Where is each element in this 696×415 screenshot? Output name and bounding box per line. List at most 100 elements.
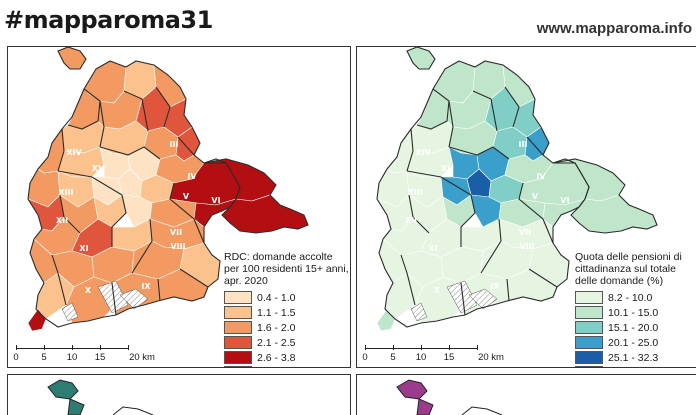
scale-tick (44, 345, 45, 350)
legend-label: municipi (608, 367, 647, 368)
municipio-boundary (177, 136, 195, 156)
map-pensioni: XIV XV III IV V VI XIII XII XI VII VIII IX X (376, 47, 658, 332)
municipio-boundary (111, 194, 127, 247)
legend-row: 1.1 - 1.5 (224, 305, 350, 320)
municipio-boundary (406, 128, 414, 172)
municipio-boundary (157, 278, 161, 302)
legend-swatch (575, 321, 603, 334)
municipio-label: III (519, 140, 528, 149)
non-residential-zone (97, 280, 129, 314)
legend-swatch (224, 321, 252, 334)
municipio-boundary (460, 194, 476, 247)
municipio-boundary (67, 88, 101, 130)
municipio-label: XIII (407, 188, 422, 197)
municipio-label: VIII (170, 242, 185, 251)
scale-tick (128, 345, 129, 350)
municipio-boundary (59, 194, 81, 234)
municipio-boundary (472, 90, 498, 132)
legend-row: 25.1 - 32.3 (575, 350, 696, 365)
city-boundary (552, 158, 658, 234)
municipio-boundary (528, 268, 558, 288)
municipio-boundary (406, 170, 472, 196)
legend-title-rdc: RDC: domande accolte per 100 residenti 1… (224, 251, 350, 287)
legend-label: 0.4 - 1.0 (257, 291, 296, 304)
legend-swatch (575, 366, 603, 367)
legend-label: 1.6 - 2.0 (257, 321, 296, 334)
legend-row: 15.1 - 20.0 (575, 320, 696, 335)
municipi-labels-rdc: XIV XV III IV V VI XIII XII XI VII VIII IX X (56, 140, 221, 295)
legend-swatch (224, 366, 252, 367)
zones-rdc (27, 47, 309, 332)
municipio-label: X (85, 286, 92, 295)
legend-title-pensioni: Quota delle pensioni di cittadinanza sul… (575, 251, 696, 287)
map-panel-rdc: XIV XV III IV V VI XIII XII XI VII VIII IX X RDC: do… (7, 46, 351, 368)
legend-swatch (224, 291, 252, 304)
legend-label: 1.1 - 1.5 (257, 306, 296, 319)
legend-swatch (575, 336, 603, 349)
municipi-labels-pensioni: XIV XV III IV V VI XIII XII XI VII VIII IX X (405, 140, 570, 295)
scale-tick-label: 10 (415, 352, 427, 363)
legend-row: 20.1 - 25.0 (575, 335, 696, 350)
municipio-label: VII (170, 228, 182, 237)
municipio-label: XI (428, 244, 437, 253)
legend-title-line: delle domande (%) (575, 275, 664, 287)
scale-tick-label: 5 (390, 352, 396, 363)
scale-tick (16, 345, 17, 350)
legend-row: 2.1 - 2.5 (224, 335, 350, 350)
zones-pensioni (376, 47, 658, 332)
municipio-boundary (448, 146, 510, 160)
island-tail-bottom-left (67, 398, 85, 415)
scale-tick (421, 345, 422, 350)
municipio-label: XIV (415, 148, 431, 157)
legend-label: 8.2 - 10.0 (608, 291, 653, 304)
municipio-boundary (155, 86, 171, 128)
non-residential-zone (468, 288, 498, 310)
legend-row: 2.6 - 3.8 (224, 350, 350, 365)
scale-tick-label: 20 km (478, 352, 504, 363)
island-shape-bottom-right (396, 379, 428, 400)
municipio-label: XIV (66, 148, 82, 157)
legend-label: 20.1 - 25.0 (608, 336, 659, 349)
scale-tick (72, 345, 73, 350)
legend-title-line: apr. 2020 (224, 275, 268, 287)
header-site[interactable]: www.mapparoma.info (536, 20, 692, 37)
city-boundary (406, 47, 436, 70)
municipio-boundary (480, 218, 502, 274)
municipio-label: VII (519, 228, 531, 237)
island-tail-bottom-right (416, 398, 434, 415)
municipio-boundary (123, 90, 149, 132)
legend-title-line: Quota delle pensioni di (575, 251, 682, 263)
map-bottom-left-fragment (47, 379, 154, 415)
legend-rows-rdc: 0.4 - 1.0 1.1 - 1.5 1.6 - 2.0 2.1 - 2.5 2.6 … (224, 290, 350, 367)
legend-rdc: RDC: domande accolte per 100 residenti 1… (224, 251, 350, 367)
legend-rows-pensioni: 8.2 - 10.0 10.1 - 15.0 15.1 - 20.0 20.1 - 2… (575, 290, 696, 368)
municipio-boundary (179, 268, 209, 288)
scale-tick (100, 345, 101, 350)
municipio-boundary (57, 128, 65, 172)
legend-swatch (575, 306, 603, 319)
legend-row: 1.6 - 2.0 (224, 320, 350, 335)
scale-tick-label: 0 (362, 352, 368, 363)
municipio-label: III (170, 140, 179, 149)
municipio-boundary (99, 100, 105, 148)
scale-tick-label: 0 (13, 352, 19, 363)
municipio-boundary (416, 88, 450, 130)
legend-pensioni: Quota delle pensioni di cittadinanza sul… (575, 251, 696, 368)
municipio-boundary (506, 278, 510, 302)
municipio-boundary (518, 182, 554, 244)
municipio-label: V (532, 192, 539, 201)
map-rdc: XIV XV III IV V VI XIII XII XI VII VIII IX X (27, 47, 309, 332)
map-bottom-right-fragment (396, 379, 503, 415)
municipio-boundary (169, 182, 205, 244)
scale-tick (449, 345, 450, 350)
scale-bar-rdc: 0 5 10 15 20 km (13, 345, 166, 365)
municipio-label: IV (536, 172, 546, 181)
island-shape-bottom-left (47, 379, 79, 400)
legend-row: 8.2 - 10.0 (575, 290, 696, 305)
city-boundary (376, 60, 590, 328)
scale-tick (477, 345, 478, 350)
municipio-label: XI (79, 244, 88, 253)
non-residential-zone (61, 302, 79, 322)
city-boundary (57, 47, 87, 70)
municipi-outlines-pensioni (376, 47, 658, 328)
